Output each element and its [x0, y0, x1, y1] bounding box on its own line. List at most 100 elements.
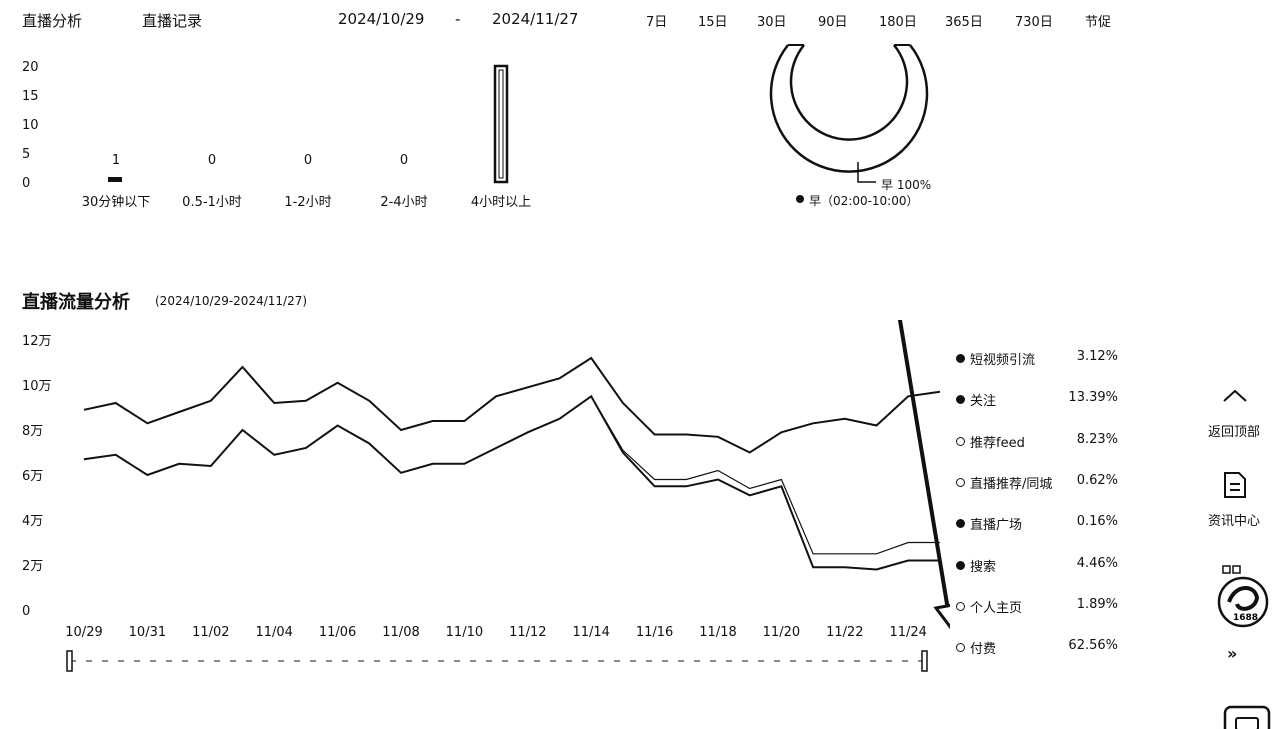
chevron-up-icon[interactable]	[1222, 388, 1248, 404]
duration-bar-value: 0	[208, 153, 216, 168]
traffic-ytick: 12万	[22, 334, 52, 349]
legend-name: 直播广场	[970, 518, 1023, 534]
legend-item[interactable]: 直播广场 0.16%	[956, 514, 1126, 534]
annotation-arrow	[897, 320, 950, 630]
date-start[interactable]: 2024/10/29	[338, 10, 425, 28]
traffic-xtick: 11/12	[509, 625, 546, 640]
legend-marker-icon	[956, 560, 965, 570]
duration-bar-value: 0	[304, 153, 312, 168]
legend-percent: 4.46%	[1076, 555, 1118, 571]
legend-name: 付费	[970, 642, 997, 658]
tab-live-records[interactable]: 直播记录	[142, 12, 203, 30]
slice-label: 早 100%	[881, 178, 932, 192]
tab-live-analysis[interactable]: 直播分析	[22, 12, 83, 30]
range-button-5[interactable]: 365日	[945, 15, 983, 30]
traffic-xtick: 11/22	[826, 625, 863, 640]
legend-item[interactable]: 个人主页 1.89%	[956, 597, 1126, 617]
legend-marker-icon	[956, 395, 965, 405]
traffic-xtick: 11/06	[319, 625, 356, 640]
traffic-xtick: 11/10	[446, 625, 483, 640]
date-end[interactable]: 2024/11/27	[492, 10, 579, 28]
expand-more-button[interactable]: »	[1227, 644, 1238, 663]
legend-percent: 3.12%	[1076, 349, 1118, 364]
time-donut-chart	[769, 44, 929, 203]
legend-marker-icon	[956, 354, 965, 363]
slider-handle-left[interactable]	[66, 650, 73, 672]
legend-dot-early	[796, 195, 804, 203]
legend-name: 推荐feed	[970, 435, 1025, 451]
traffic-date-range: (2024/10/29-2024/11/27)	[155, 294, 308, 308]
date-separator: -	[455, 10, 461, 28]
legend-marker-icon	[956, 519, 965, 529]
duration-ytick: 20	[22, 60, 39, 75]
legend-percent: 8.23%	[1076, 431, 1118, 447]
back-to-top-button[interactable]: 返回顶部	[1207, 425, 1260, 440]
traffic-ytick: 0	[22, 604, 30, 619]
legend-item[interactable]: 推荐feed 8.23%	[956, 432, 1126, 452]
logo-text: 1688	[1233, 613, 1258, 623]
slider-handle-right[interactable]	[921, 650, 928, 672]
legend-item[interactable]: 付费 62.56%	[956, 638, 1126, 658]
traffic-series-line[interactable]	[83, 356, 941, 454]
traffic-series-line[interactable]	[83, 394, 940, 571]
legend-percent: 62.56%	[1068, 638, 1118, 654]
time-legend-early[interactable]: 早（02:00-10:00）	[809, 194, 919, 208]
duration-bar-label: 4小时以上	[471, 195, 531, 210]
traffic-line-chart: 12万 10万 8万 6万 4万 2万 0 10/29 10/31 11/02 11/04 11/0…	[22, 320, 950, 672]
legend-name: 搜索	[970, 559, 997, 575]
legend-marker-icon	[956, 643, 965, 653]
legend-name: 直播推荐/同城	[970, 476, 1053, 492]
1688-logo-icon[interactable]: 1688	[1215, 562, 1275, 634]
legend-item[interactable]: 短视频引流 3.12%	[956, 349, 1126, 369]
legend-percent: 13.39%	[1068, 390, 1118, 406]
duration-bar-inner	[498, 69, 504, 179]
traffic-xtick: 11/20	[763, 625, 800, 640]
range-button-1[interactable]: 15日	[698, 15, 728, 30]
legend-marker-icon	[956, 436, 965, 446]
traffic-xtick: 10/29	[65, 625, 102, 640]
duration-bar-chart: 20 15 10 5 0 1 30分钟以下 0 0.5-1小时 0 1-2小时 0 2-4小时 4小时以…	[22, 60, 531, 210]
legend-name: 短视频引流	[970, 353, 1036, 368]
legend-percent: 0.62%	[1076, 472, 1118, 488]
range-button-2[interactable]: 30日	[757, 15, 787, 30]
duration-bar-label: 0.5-1小时	[182, 195, 242, 210]
duration-bar[interactable]	[108, 177, 122, 182]
duration-bar-label: 2-4小时	[380, 195, 427, 210]
legend-item[interactable]: 关注 13.39%	[956, 390, 1126, 410]
range-slider[interactable]	[66, 650, 928, 672]
range-button-0[interactable]: 7日	[646, 15, 668, 30]
duration-ytick: 10	[22, 118, 39, 133]
legend-name: 关注	[970, 394, 997, 410]
range-button-4[interactable]: 180日	[879, 15, 917, 30]
traffic-xtick: 11/04	[255, 625, 292, 640]
legend-item[interactable]: 直播推荐/同城 0.62%	[956, 473, 1126, 493]
legend-marker-icon	[956, 601, 965, 611]
duration-ytick: 15	[22, 89, 39, 104]
duration-bar-label: 30分钟以下	[82, 194, 151, 210]
traffic-ytick: 10万	[22, 379, 52, 394]
duration-bar-value: 1	[112, 153, 120, 168]
traffic-ytick: 8万	[22, 424, 43, 439]
document-icon[interactable]	[1222, 471, 1248, 499]
legend-marker-icon	[956, 477, 965, 487]
traffic-xtick: 11/24	[889, 625, 926, 640]
traffic-ytick: 2万	[22, 559, 43, 574]
traffic-series-line[interactable]	[83, 395, 940, 555]
range-button-7[interactable]: 节促	[1085, 15, 1112, 30]
range-button-6[interactable]: 730日	[1015, 15, 1053, 30]
duration-ytick: 0	[22, 176, 30, 191]
traffic-title: 直播流量分析	[22, 292, 130, 313]
duration-bar-value: 0	[400, 153, 408, 168]
slice-leader-line	[857, 162, 876, 183]
duration-ytick: 5	[22, 147, 30, 162]
traffic-xtick: 11/14	[572, 625, 609, 640]
legend-percent: 1.89%	[1076, 596, 1118, 612]
traffic-ytick: 6万	[22, 469, 43, 484]
news-center-button[interactable]: 资讯中心	[1207, 514, 1260, 529]
traffic-xtick: 11/08	[382, 625, 419, 640]
traffic-xtick: 10/31	[129, 625, 166, 640]
range-button-3[interactable]: 90日	[818, 15, 848, 30]
chat-icon[interactable]	[1222, 704, 1272, 729]
traffic-ytick: 4万	[22, 514, 43, 529]
legend-item[interactable]: 搜索 4.46%	[956, 556, 1126, 576]
